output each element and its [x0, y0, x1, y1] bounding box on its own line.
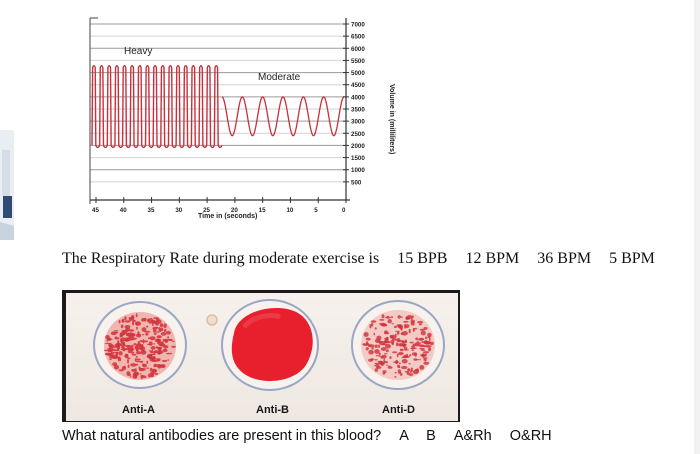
option-15-bpb[interactable]: 15 BPB — [397, 250, 448, 267]
moderate-exercise-trace — [221, 96, 345, 137]
y-tick-label: 3500 — [351, 107, 365, 114]
blood-typing-card-photo: Anti-A Anti-B Anti-D — [62, 290, 460, 422]
y-tick-label: 6000 — [351, 46, 365, 53]
y-tick-label: 4500 — [351, 82, 365, 89]
x-tick-label: 35 — [148, 207, 155, 214]
option-a-rh[interactable]: A&Rh — [453, 428, 492, 444]
y-tick-label: 1000 — [351, 167, 365, 174]
question-respiratory-rate-text: The Respiratory Rate during moderate exe… — [62, 250, 380, 267]
y-tick-label: 2500 — [351, 131, 365, 138]
blood-anti-d-agglutinated — [361, 310, 435, 380]
y-tick-label: 500 — [351, 179, 362, 186]
option-36-bpm[interactable]: 36 BPM — [537, 250, 592, 267]
option-o-rh[interactable]: O&RH — [509, 428, 552, 444]
y-tick-label: 5500 — [351, 58, 365, 65]
question-natural-antibodies-text: What natural antibodies are present in t… — [62, 428, 382, 444]
y-tick-label: 3000 — [351, 119, 365, 126]
option-12-bpm[interactable]: 12 BPM — [465, 250, 520, 267]
blood-typing-card-svg: Anti-A Anti-B Anti-D — [93, 299, 445, 416]
y-tick-label: 5000 — [351, 70, 365, 77]
annotation-moderate: Moderate — [258, 72, 301, 83]
x-tick-label: 5 — [314, 207, 318, 214]
x-tick-label: 45 — [92, 207, 99, 214]
y-tick-label: 4000 — [351, 94, 365, 101]
y-tick-label: 6500 — [351, 34, 365, 41]
blood-anti-a-agglutinated — [103, 312, 176, 380]
y-tick-label: 7000 — [351, 22, 365, 29]
card-marker-dot — [206, 314, 218, 326]
x-tick-label: 20 — [231, 207, 238, 214]
blood-anti-b-smooth — [231, 307, 313, 381]
heavy-exercise-trace — [91, 65, 223, 149]
x-tick-label: 25 — [203, 207, 210, 214]
blood-typing-card: Anti-A Anti-B Anti-D — [66, 293, 458, 421]
respiration-chart-svg: 500 1000 1500 2000 2500 3000 3500 4000 4500 5000 5… — [89, 17, 395, 220]
respiration-chart: 500 1000 1500 2000 2500 3000 3500 4000 4500 5000 5… — [84, 14, 414, 236]
cropped-edge-artifact — [0, 130, 28, 240]
y-tick-label: 1500 — [351, 155, 365, 162]
x-tick-label: 15 — [259, 207, 266, 214]
annotation-heavy: Heavy — [124, 46, 152, 57]
x-tick-label: 40 — [120, 207, 127, 214]
chart-traces — [91, 65, 345, 149]
option-a[interactable]: A — [399, 428, 409, 444]
x-tick-label: 10 — [286, 207, 293, 214]
question-respiratory-rate: The Respiratory Rate during moderate exe… — [62, 250, 698, 268]
right-edge-strip — [694, 0, 700, 454]
x-tick-label: 30 — [175, 207, 182, 214]
label-anti-b: Anti-B — [256, 404, 289, 416]
y-tick-label: 2000 — [351, 143, 365, 150]
x-tick-label: 0 — [342, 207, 346, 214]
label-anti-a: Anti-A — [122, 404, 155, 416]
x-axis-label: Time in (seconds) — [198, 213, 257, 220]
chart-axes: 500 1000 1500 2000 2500 3000 3500 4000 4500 5000 5… — [89, 17, 365, 214]
question-natural-antibodies: What natural antibodies are present in t… — [62, 428, 698, 444]
y-axis-label: Volume in (milliliters) — [388, 84, 395, 154]
option-5-bpm[interactable]: 5 BPM — [609, 250, 655, 267]
option-b[interactable]: B — [426, 428, 436, 444]
label-anti-d: Anti-D — [382, 404, 415, 416]
